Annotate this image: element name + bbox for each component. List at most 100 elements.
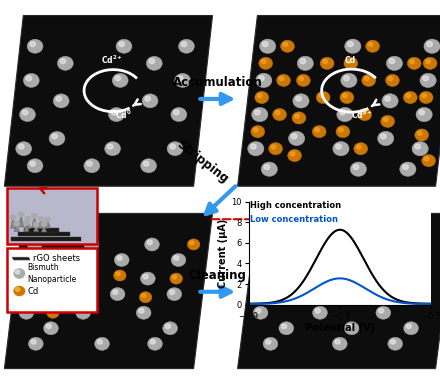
Polygon shape xyxy=(4,16,213,186)
Circle shape xyxy=(248,142,264,156)
Circle shape xyxy=(56,96,62,101)
Circle shape xyxy=(312,306,327,319)
Circle shape xyxy=(44,322,59,335)
Circle shape xyxy=(292,112,306,124)
Circle shape xyxy=(84,159,100,173)
Circle shape xyxy=(175,73,191,87)
Circle shape xyxy=(78,308,84,313)
Circle shape xyxy=(115,76,121,81)
Circle shape xyxy=(29,337,43,350)
Circle shape xyxy=(80,272,95,285)
Circle shape xyxy=(140,272,155,285)
Circle shape xyxy=(49,132,65,146)
Circle shape xyxy=(290,256,295,260)
Circle shape xyxy=(271,145,276,149)
Circle shape xyxy=(38,217,44,221)
Polygon shape xyxy=(25,219,30,229)
Circle shape xyxy=(293,94,309,108)
Circle shape xyxy=(385,74,400,87)
Circle shape xyxy=(277,74,290,87)
Circle shape xyxy=(299,76,304,81)
Circle shape xyxy=(57,56,73,70)
Circle shape xyxy=(147,337,162,350)
Circle shape xyxy=(97,340,103,344)
Circle shape xyxy=(87,161,92,166)
Circle shape xyxy=(427,42,433,47)
Circle shape xyxy=(403,322,418,335)
Circle shape xyxy=(136,306,151,319)
Text: rGO sheets: rGO sheets xyxy=(33,254,80,263)
Circle shape xyxy=(407,57,421,69)
Circle shape xyxy=(315,308,320,313)
Circle shape xyxy=(81,294,85,298)
Circle shape xyxy=(256,73,272,88)
Circle shape xyxy=(145,238,159,251)
Circle shape xyxy=(55,256,60,260)
Circle shape xyxy=(53,275,57,279)
Circle shape xyxy=(408,288,423,301)
Circle shape xyxy=(174,256,179,260)
Circle shape xyxy=(27,159,43,173)
Y-axis label: Current (μA): Current (μA) xyxy=(218,218,228,288)
Circle shape xyxy=(60,59,66,64)
Circle shape xyxy=(420,73,436,88)
Text: $\mathbf{Cd^{2+}}$: $\mathbf{Cd^{2+}}$ xyxy=(352,109,373,121)
Circle shape xyxy=(403,165,408,170)
Circle shape xyxy=(170,273,183,284)
Circle shape xyxy=(112,73,128,87)
Circle shape xyxy=(410,59,414,64)
Circle shape xyxy=(257,272,272,285)
Circle shape xyxy=(348,42,353,47)
Circle shape xyxy=(253,306,268,319)
Circle shape xyxy=(114,270,126,281)
Circle shape xyxy=(362,74,376,87)
Circle shape xyxy=(146,56,162,70)
Circle shape xyxy=(113,290,118,294)
Circle shape xyxy=(321,238,336,251)
Text: Cleaning: Cleaning xyxy=(189,269,247,282)
Circle shape xyxy=(82,274,88,279)
Circle shape xyxy=(315,128,319,132)
Circle shape xyxy=(291,134,297,139)
Circle shape xyxy=(316,91,330,104)
Circle shape xyxy=(347,324,352,329)
Circle shape xyxy=(181,42,187,47)
Circle shape xyxy=(323,59,327,64)
Circle shape xyxy=(14,286,25,296)
Circle shape xyxy=(15,288,20,291)
Polygon shape xyxy=(238,16,440,186)
Circle shape xyxy=(22,110,28,115)
Circle shape xyxy=(262,238,277,251)
Circle shape xyxy=(147,240,152,245)
Circle shape xyxy=(273,108,286,121)
Circle shape xyxy=(419,91,433,104)
Circle shape xyxy=(378,131,394,146)
Circle shape xyxy=(366,40,380,52)
Polygon shape xyxy=(33,225,39,232)
Polygon shape xyxy=(45,220,50,228)
Circle shape xyxy=(381,115,395,128)
Circle shape xyxy=(415,256,420,260)
Circle shape xyxy=(11,215,16,220)
Circle shape xyxy=(419,110,425,115)
Circle shape xyxy=(340,91,354,104)
Circle shape xyxy=(333,142,349,156)
Circle shape xyxy=(52,253,67,267)
Circle shape xyxy=(22,308,27,313)
Polygon shape xyxy=(14,224,19,232)
Circle shape xyxy=(141,159,157,173)
Circle shape xyxy=(29,260,33,263)
Circle shape xyxy=(381,134,386,139)
Circle shape xyxy=(386,56,403,71)
Circle shape xyxy=(269,142,282,155)
Circle shape xyxy=(390,340,396,344)
Circle shape xyxy=(51,273,63,284)
Circle shape xyxy=(26,258,39,268)
Circle shape xyxy=(360,111,365,115)
Circle shape xyxy=(383,274,388,279)
Circle shape xyxy=(167,288,182,301)
Circle shape xyxy=(119,42,125,47)
Circle shape xyxy=(255,91,269,104)
Circle shape xyxy=(14,268,25,279)
Circle shape xyxy=(14,222,19,226)
